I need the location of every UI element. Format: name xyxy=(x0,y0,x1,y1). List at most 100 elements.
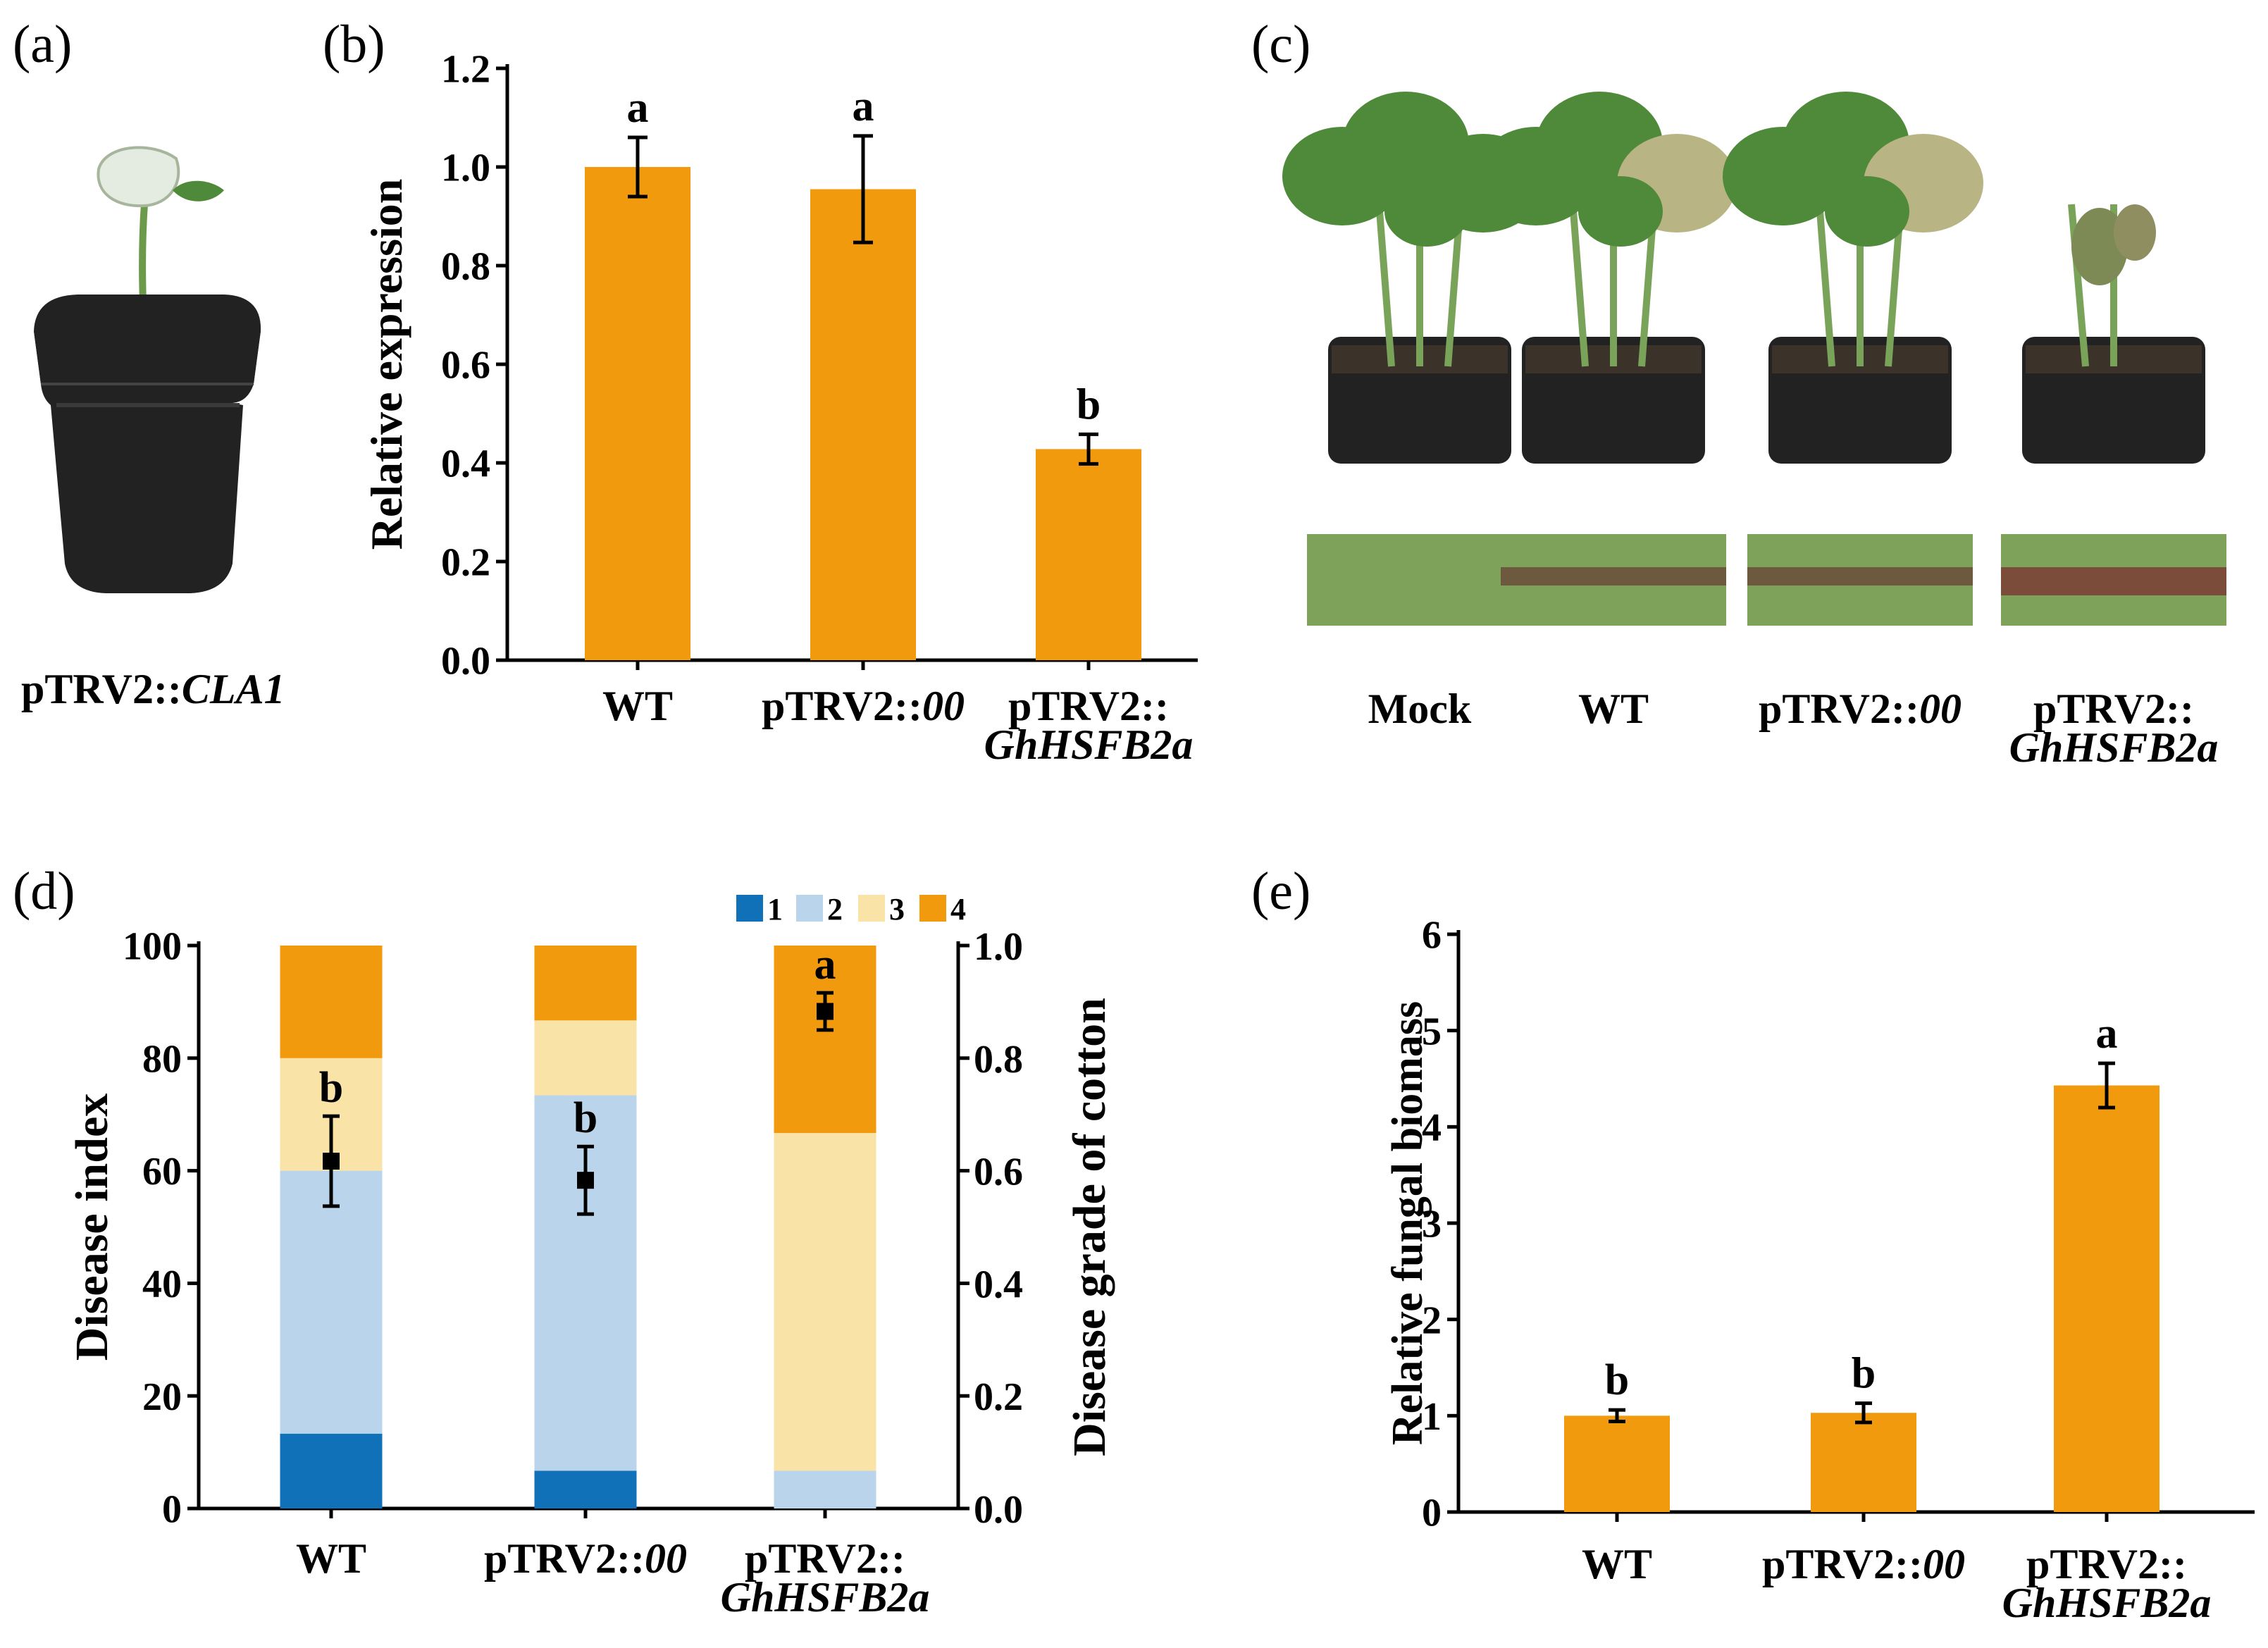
e-significance-letter: b xyxy=(1605,1356,1629,1404)
b-y-axis-title: Relative expression xyxy=(361,179,411,550)
vascular-browning xyxy=(1747,567,1973,586)
b-category-label-main: pTRV2:: xyxy=(762,683,922,729)
d-y2-axis-title: Disease grade of cotton xyxy=(1064,998,1115,1456)
c-category-label: pTRV2::00 xyxy=(1759,686,1962,732)
b-bar xyxy=(585,167,690,660)
wilted-leaf xyxy=(2071,208,2128,285)
b-y-tick-label: 0.2 xyxy=(441,541,490,585)
d-category-label-main: pTRV2:: xyxy=(484,1535,645,1582)
b-significance-letter: a xyxy=(853,82,874,130)
b-bar xyxy=(810,189,916,660)
d-stack-segment-grade-4 xyxy=(534,946,637,1021)
b-significance-letter: b xyxy=(1077,380,1101,428)
d-legend-swatch xyxy=(796,895,823,922)
e-category-label-gene: GhHSFB2a xyxy=(2002,1580,2212,1626)
d-y2-tick-label: 0.6 xyxy=(974,1151,1023,1194)
panel-a-caption: pTRV2::CLA1 xyxy=(21,666,285,712)
cotton-plant-cla1-photo xyxy=(34,146,261,593)
c-category-label: pTRV2:: GhHSFB2a xyxy=(2009,686,2219,771)
e-category-label: pTRV2::00 xyxy=(1762,1541,1965,1587)
d-category-label: pTRV2::00 xyxy=(484,1535,687,1582)
panel-a: (a) pTRV2::CLA1 xyxy=(13,15,285,712)
d-y2-tick-label: 1.0 xyxy=(974,925,1023,969)
e-category-label: pTRV2:: GhHSFB2a xyxy=(2002,1541,2212,1626)
stem-section-photo xyxy=(1307,534,1532,626)
panel-d-label: (d) xyxy=(13,862,75,921)
c-category-label-main: Mock xyxy=(1368,686,1472,732)
b-y-tick-label: 0.8 xyxy=(441,245,490,289)
stem-section-photo xyxy=(2001,534,2226,626)
e-y-tick-label: 2 xyxy=(1422,1299,1442,1342)
d-legend-label: 4 xyxy=(950,892,966,927)
wilted-leaf xyxy=(2114,204,2156,261)
e-y-tick-label: 3 xyxy=(1422,1203,1442,1246)
d-stack-segment-grade-2 xyxy=(774,1470,876,1508)
b-y-tick-label: 0.4 xyxy=(441,442,490,486)
e-significance-letter: a xyxy=(2096,1010,2118,1058)
d-stack-segment-grade-3 xyxy=(774,1133,876,1471)
e-y-tick-label: 1 xyxy=(1422,1395,1442,1439)
d-y2-tick-label: 0.4 xyxy=(974,1263,1023,1306)
leaf xyxy=(1578,176,1663,247)
panel-e-bar-chart: (e) 0 1 2 3 4 5 6 Relative fungal biomass b WT b pT… xyxy=(1251,862,2255,1626)
b-category-label: WT xyxy=(602,683,673,729)
e-category-label-main: WT xyxy=(1582,1541,1652,1587)
b-significance-letter: a xyxy=(627,84,649,132)
d-legend-swatch xyxy=(919,895,946,922)
c-category-label: WT xyxy=(1578,686,1649,732)
d-category-label-main: WT xyxy=(296,1535,366,1582)
panel-e-label: (e) xyxy=(1251,862,1310,921)
panel-a-label: (a) xyxy=(13,15,72,74)
d-category-label-main: pTRV2:: xyxy=(745,1535,905,1582)
d-stack-segment-grade-4 xyxy=(280,946,383,1058)
d-legend-swatch xyxy=(858,895,885,922)
d-legend-swatch xyxy=(736,895,763,922)
d-legend-label: 1 xyxy=(767,892,783,927)
d-stack-segment-grade-1 xyxy=(534,1470,637,1508)
d-stack-segment-grade-4 xyxy=(774,946,876,1134)
b-category-label-gene: GhHSFB2a xyxy=(984,721,1194,768)
e-y-tick-label: 0 xyxy=(1422,1492,1442,1535)
d-y-axis-title: Disease index xyxy=(66,1093,118,1361)
plant-photo xyxy=(1476,92,1737,464)
d-y-tick-label: 0 xyxy=(162,1488,182,1532)
c-category-label-main: pTRV2:: xyxy=(2033,686,2194,732)
b-y-tick-label: 0.0 xyxy=(441,640,490,683)
c-category-label-gene: 00 xyxy=(1919,686,1962,732)
d-stack-segment-grade-2 xyxy=(280,1170,383,1434)
c-category-label: Mock xyxy=(1368,686,1472,732)
d-y-tick-label: 40 xyxy=(142,1263,182,1306)
vascular-browning xyxy=(2001,567,2226,595)
leaf xyxy=(1384,176,1469,247)
b-y-tick-label: 0.6 xyxy=(441,344,490,388)
d-y-tick-label: 100 xyxy=(123,925,182,969)
c-category-label-main: pTRV2:: xyxy=(1759,686,1919,732)
panel-c-photos: (c) Mock WT pTRV2::00 pTRV2:: GhHSFB2a xyxy=(1251,15,2226,771)
d-stack-segment-grade-1 xyxy=(280,1433,383,1508)
c-category-label-main: WT xyxy=(1578,686,1649,732)
e-y-axis-title: Relative fungal biomass xyxy=(1384,1001,1432,1445)
d-index-marker xyxy=(323,1153,340,1170)
panel-c-label: (c) xyxy=(1251,15,1310,74)
d-significance-letter: b xyxy=(319,1064,343,1112)
b-category-label-main: WT xyxy=(602,683,673,729)
e-significance-letter: b xyxy=(1852,1350,1876,1398)
e-category-label-main: pTRV2:: xyxy=(1762,1541,1923,1587)
stem-section-photo xyxy=(1501,534,1726,626)
b-y-tick-label: 1.0 xyxy=(441,147,490,190)
caption-gene: CLA1 xyxy=(182,666,285,712)
plant-photo xyxy=(2022,204,2205,464)
e-bar xyxy=(2054,1085,2159,1512)
d-legend-label: 3 xyxy=(889,892,905,927)
e-category-label-main: pTRV2:: xyxy=(2026,1541,2187,1587)
d-y-tick-label: 60 xyxy=(142,1150,182,1194)
d-stack-segment-grade-3 xyxy=(534,1020,637,1096)
d-legend-label: 2 xyxy=(827,892,843,927)
e-bar xyxy=(1564,1415,1670,1512)
b-category-label: pTRV2::00 xyxy=(762,683,965,729)
d-y2-tick-label: 0.0 xyxy=(974,1488,1023,1532)
b-bar xyxy=(1036,449,1141,660)
b-category-label-gene: 00 xyxy=(922,683,965,729)
stem-section-photo xyxy=(1747,534,1973,626)
